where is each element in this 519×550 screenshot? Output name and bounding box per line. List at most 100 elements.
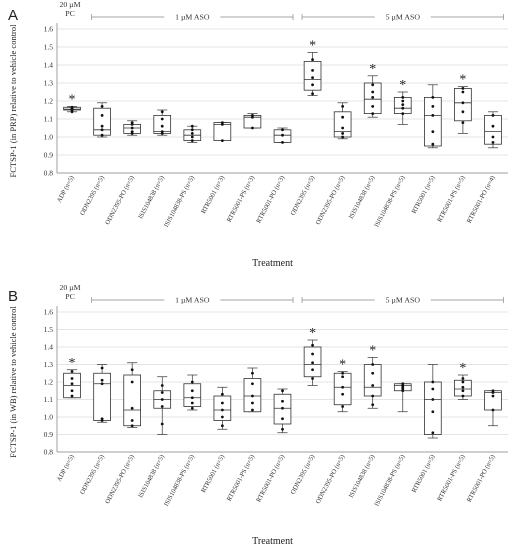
data-point [130, 126, 134, 130]
data-point [190, 401, 194, 405]
x-tick-label: ODN2395-PO (n=5) [315, 175, 347, 226]
data-point [281, 399, 284, 403]
x-tick-label: RTR5001 (n=5) [411, 454, 437, 494]
data-point [371, 105, 375, 108]
x-tick-label: RTR5001-PO (n=5) [466, 454, 497, 504]
significance-asterisk: * [459, 73, 466, 88]
data-point [220, 424, 224, 428]
data-point [401, 99, 405, 103]
data-point [431, 96, 435, 99]
data-point [70, 377, 74, 380]
data-point [341, 375, 345, 379]
y-axis-label: FCTSP-1 (in WB) relative to vehicle cont… [8, 306, 18, 458]
significance-asterisk: * [339, 358, 346, 373]
data-point [190, 389, 194, 393]
box-group [93, 102, 111, 138]
y-tick-label: 1.4 [44, 61, 54, 70]
data-point [220, 139, 224, 143]
panel-b: B 0.8 0.9 1.0 1.1 1.2 1.3 1.4 1.5 1.6 FCTSP-1 (in … [8, 283, 508, 547]
data-point [70, 389, 74, 393]
x-tick-label: ODN2395-PO (n=5) [104, 454, 136, 505]
data-point [431, 105, 435, 108]
y-tick-label: 1.3 [44, 360, 54, 369]
box-group [333, 102, 352, 140]
box [424, 97, 442, 147]
data-point [461, 90, 465, 94]
data-point [461, 101, 465, 105]
data-point [491, 135, 495, 139]
data-point [341, 126, 345, 130]
data-point [431, 431, 435, 435]
data-point [401, 103, 405, 106]
data-point [190, 139, 194, 143]
data-point [491, 124, 495, 128]
data-point [160, 110, 164, 114]
data-point [341, 371, 345, 375]
data-point [70, 370, 74, 373]
x-tick-label: ODN2395-PO (n=5) [315, 454, 347, 505]
box-group [273, 388, 292, 434]
x-tick-label: ADP (n=5) [56, 454, 76, 483]
data-point [130, 130, 134, 134]
box-group: * [63, 92, 81, 114]
data-point [341, 135, 345, 139]
data-point [251, 371, 254, 375]
data-point [251, 401, 254, 405]
x-tick-label: ISIS104838-PS (n=5) [373, 175, 406, 229]
data-point [130, 406, 134, 410]
data-point [401, 96, 405, 99]
significance-asterisk: * [69, 356, 76, 371]
data-point [311, 377, 314, 380]
box-group [183, 124, 202, 143]
y-tick-label: 1.5 [44, 325, 54, 334]
box-group [393, 382, 412, 413]
data-point [311, 352, 314, 356]
data-point [431, 142, 435, 146]
box [183, 383, 202, 407]
data-point [100, 378, 104, 382]
group-label: 1 µM ASO [175, 296, 210, 305]
group-label: 20 µM PC [59, 0, 80, 18]
data-point [371, 403, 375, 407]
y-tick-label: 0.8 [44, 169, 54, 178]
data-point [431, 130, 435, 134]
x-axis-label: Treatment [252, 536, 293, 547]
data-point [341, 105, 345, 108]
significance-asterisk: * [309, 326, 316, 341]
data-point [190, 132, 194, 135]
x-tick-label: RTR5001-PO (n=3) [255, 175, 286, 225]
x-tick-label: ISIS104838-PS (n=5) [373, 454, 406, 508]
data-point [251, 382, 254, 386]
box [213, 395, 232, 421]
x-tick-label: RTR5001-PS (n=5) [436, 175, 466, 224]
y-axis-label: FCTSP-1 (in PRP) relative to vehicle con… [8, 24, 18, 178]
x-tick-label: ISIS104838 (n=5) [348, 175, 377, 221]
data-point [431, 398, 435, 401]
data-point [461, 385, 465, 389]
box-group: * [363, 62, 382, 118]
data-point [371, 83, 375, 87]
box-group [123, 362, 141, 428]
y-tick-label: 1.1 [44, 115, 54, 124]
data-point [431, 410, 435, 414]
data-point [461, 110, 465, 114]
data-point [281, 427, 284, 431]
significance-asterisk: * [369, 344, 376, 359]
group-label: 5 µM ASO [386, 296, 421, 305]
significance-asterisk: * [369, 62, 376, 77]
data-point [160, 117, 164, 121]
x-tick-label: RTR5001-PS (n=5) [436, 454, 466, 503]
box-group [484, 389, 502, 427]
data-point [281, 417, 284, 421]
x-tick-label: ODN2395 (n=5) [290, 175, 317, 217]
data-point [461, 377, 465, 380]
data-point [160, 124, 164, 128]
y-tick-label: 1.5 [44, 43, 54, 52]
data-point [251, 126, 254, 130]
data-point [130, 380, 134, 384]
data-point [100, 105, 104, 108]
group-label: 20 µM PC [59, 283, 80, 301]
data-point [220, 415, 224, 419]
data-point [100, 124, 104, 128]
